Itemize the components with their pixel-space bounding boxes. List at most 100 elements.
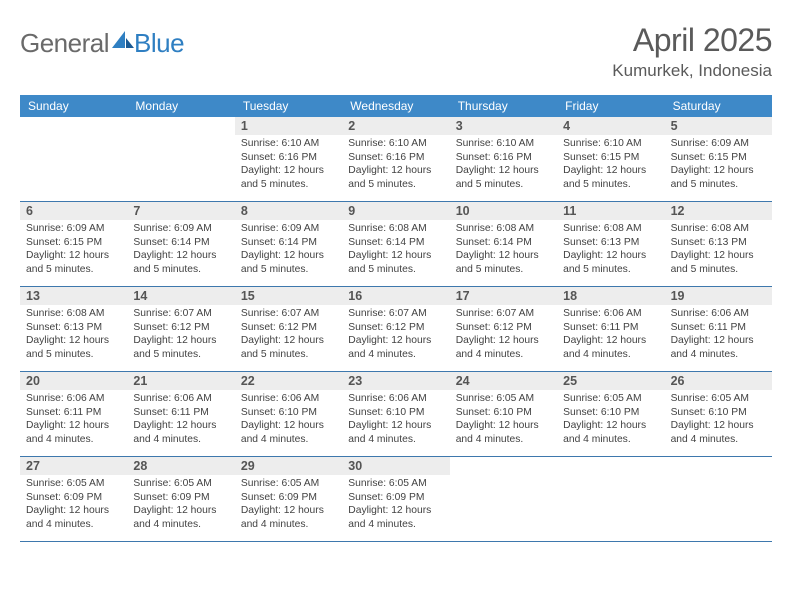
- daylight-text: Daylight: 12 hours and 4 minutes.: [456, 334, 553, 361]
- week-row: 13Sunrise: 6:08 AMSunset: 6:13 PMDayligh…: [20, 287, 772, 372]
- day-cell: 15Sunrise: 6:07 AMSunset: 6:12 PMDayligh…: [235, 287, 342, 371]
- sunset-text: Sunset: 6:09 PM: [241, 491, 338, 505]
- sunrise-text: Sunrise: 6:05 AM: [456, 392, 553, 406]
- day-body: Sunrise: 6:05 AMSunset: 6:09 PMDaylight:…: [127, 475, 234, 535]
- sunrise-text: Sunrise: 6:06 AM: [348, 392, 445, 406]
- day-body: Sunrise: 6:10 AMSunset: 6:16 PMDaylight:…: [342, 135, 449, 195]
- daylight-text: Daylight: 12 hours and 4 minutes.: [133, 504, 230, 531]
- daylight-text: Daylight: 12 hours and 4 minutes.: [26, 419, 123, 446]
- day-cell: 25Sunrise: 6:05 AMSunset: 6:10 PMDayligh…: [557, 372, 664, 456]
- day-number: 26: [665, 372, 772, 390]
- sunrise-text: Sunrise: 6:08 AM: [563, 222, 660, 236]
- logo-sail-icon: [112, 31, 134, 56]
- sunrise-text: Sunrise: 6:05 AM: [563, 392, 660, 406]
- logo-text-blue: Blue: [134, 28, 184, 59]
- sunrise-text: Sunrise: 6:06 AM: [671, 307, 768, 321]
- day-cell: 1Sunrise: 6:10 AMSunset: 6:16 PMDaylight…: [235, 117, 342, 201]
- sunset-text: Sunset: 6:14 PM: [456, 236, 553, 250]
- day-body: Sunrise: 6:08 AMSunset: 6:14 PMDaylight:…: [450, 220, 557, 280]
- month-title: April 2025: [612, 22, 772, 59]
- sunset-text: Sunset: 6:12 PM: [241, 321, 338, 335]
- day-cell: 3Sunrise: 6:10 AMSunset: 6:16 PMDaylight…: [450, 117, 557, 201]
- day-cell: .: [20, 117, 127, 201]
- day-body: Sunrise: 6:07 AMSunset: 6:12 PMDaylight:…: [127, 305, 234, 365]
- sunset-text: Sunset: 6:10 PM: [563, 406, 660, 420]
- day-body: Sunrise: 6:05 AMSunset: 6:10 PMDaylight:…: [450, 390, 557, 450]
- day-number: 25: [557, 372, 664, 390]
- day-header: Thursday: [450, 95, 557, 117]
- day-cell: .: [557, 457, 664, 541]
- day-number: 17: [450, 287, 557, 305]
- daylight-text: Daylight: 12 hours and 5 minutes.: [133, 334, 230, 361]
- sunrise-text: Sunrise: 6:05 AM: [133, 477, 230, 491]
- sunrise-text: Sunrise: 6:05 AM: [241, 477, 338, 491]
- daylight-text: Daylight: 12 hours and 5 minutes.: [671, 164, 768, 191]
- day-number: 5: [665, 117, 772, 135]
- daylight-text: Daylight: 12 hours and 4 minutes.: [671, 419, 768, 446]
- daylight-text: Daylight: 12 hours and 5 minutes.: [456, 249, 553, 276]
- sunrise-text: Sunrise: 6:06 AM: [241, 392, 338, 406]
- day-cell: .: [665, 457, 772, 541]
- day-cell: 9Sunrise: 6:08 AMSunset: 6:14 PMDaylight…: [342, 202, 449, 286]
- day-body: Sunrise: 6:07 AMSunset: 6:12 PMDaylight:…: [450, 305, 557, 365]
- day-number: 14: [127, 287, 234, 305]
- day-cell: 11Sunrise: 6:08 AMSunset: 6:13 PMDayligh…: [557, 202, 664, 286]
- sunrise-text: Sunrise: 6:05 AM: [26, 477, 123, 491]
- day-cell: 12Sunrise: 6:08 AMSunset: 6:13 PMDayligh…: [665, 202, 772, 286]
- daylight-text: Daylight: 12 hours and 5 minutes.: [26, 334, 123, 361]
- day-cell: 5 Sunrise: 6:09 AMSunset: 6:15 PMDaylight…: [665, 117, 772, 201]
- day-cell: 6Sunrise: 6:09 AMSunset: 6:15 PMDaylight…: [20, 202, 127, 286]
- day-body: Sunrise: 6:06 AMSunset: 6:11 PMDaylight:…: [665, 305, 772, 365]
- sunset-text: Sunset: 6:10 PM: [241, 406, 338, 420]
- day-header: Sunday: [20, 95, 127, 117]
- day-number: 16: [342, 287, 449, 305]
- day-number: 18: [557, 287, 664, 305]
- day-number: 19: [665, 287, 772, 305]
- day-number: 1: [235, 117, 342, 135]
- sunset-text: Sunset: 6:14 PM: [133, 236, 230, 250]
- day-body: Sunrise: 6:05 AMSunset: 6:09 PMDaylight:…: [342, 475, 449, 535]
- day-number: 9: [342, 202, 449, 220]
- day-number: 7: [127, 202, 234, 220]
- sunset-text: Sunset: 6:15 PM: [26, 236, 123, 250]
- sunrise-text: Sunrise: 6:07 AM: [241, 307, 338, 321]
- daylight-text: Daylight: 12 hours and 5 minutes.: [241, 334, 338, 361]
- sunset-text: Sunset: 6:15 PM: [671, 151, 768, 165]
- daylight-text: Daylight: 12 hours and 4 minutes.: [456, 419, 553, 446]
- sunset-text: Sunset: 6:10 PM: [456, 406, 553, 420]
- day-number: 3: [450, 117, 557, 135]
- sunset-text: Sunset: 6:11 PM: [133, 406, 230, 420]
- day-body: Sunrise: 6:08 AMSunset: 6:13 PMDaylight:…: [665, 220, 772, 280]
- day-headers-row: SundayMondayTuesdayWednesdayThursdayFrid…: [20, 95, 772, 117]
- week-row: ..1Sunrise: 6:10 AMSunset: 6:16 PMDaylig…: [20, 117, 772, 202]
- sunrise-text: Sunrise: 6:05 AM: [348, 477, 445, 491]
- week-row: 20Sunrise: 6:06 AMSunset: 6:11 PMDayligh…: [20, 372, 772, 457]
- day-header: Tuesday: [235, 95, 342, 117]
- daylight-text: Daylight: 12 hours and 4 minutes.: [671, 334, 768, 361]
- day-number: 12: [665, 202, 772, 220]
- day-cell: 23Sunrise: 6:06 AMSunset: 6:10 PMDayligh…: [342, 372, 449, 456]
- location-label: Kumurkek, Indonesia: [612, 61, 772, 81]
- day-body: Sunrise: 6:07 AMSunset: 6:12 PMDaylight:…: [342, 305, 449, 365]
- day-number: 24: [450, 372, 557, 390]
- day-number: 28: [127, 457, 234, 475]
- sunset-text: Sunset: 6:12 PM: [348, 321, 445, 335]
- daylight-text: Daylight: 12 hours and 5 minutes.: [241, 249, 338, 276]
- week-row: 6Sunrise: 6:09 AMSunset: 6:15 PMDaylight…: [20, 202, 772, 287]
- sunrise-text: Sunrise: 6:07 AM: [456, 307, 553, 321]
- logo: General Blue: [20, 22, 184, 59]
- day-cell: 22Sunrise: 6:06 AMSunset: 6:10 PMDayligh…: [235, 372, 342, 456]
- day-number: 8: [235, 202, 342, 220]
- day-cell: 16Sunrise: 6:07 AMSunset: 6:12 PMDayligh…: [342, 287, 449, 371]
- day-cell: 10Sunrise: 6:08 AMSunset: 6:14 PMDayligh…: [450, 202, 557, 286]
- daylight-text: Daylight: 12 hours and 5 minutes.: [241, 164, 338, 191]
- daylight-text: Daylight: 12 hours and 5 minutes.: [26, 249, 123, 276]
- sunrise-text: Sunrise: 6:08 AM: [26, 307, 123, 321]
- day-body: Sunrise: 6:10 AMSunset: 6:16 PMDaylight:…: [235, 135, 342, 195]
- day-cell: 14Sunrise: 6:07 AMSunset: 6:12 PMDayligh…: [127, 287, 234, 371]
- sunrise-text: Sunrise: 6:10 AM: [563, 137, 660, 151]
- day-cell: 8Sunrise: 6:09 AMSunset: 6:14 PMDaylight…: [235, 202, 342, 286]
- daylight-text: Daylight: 12 hours and 5 minutes.: [348, 249, 445, 276]
- sunset-text: Sunset: 6:13 PM: [26, 321, 123, 335]
- sunrise-text: Sunrise: 6:09 AM: [671, 137, 768, 151]
